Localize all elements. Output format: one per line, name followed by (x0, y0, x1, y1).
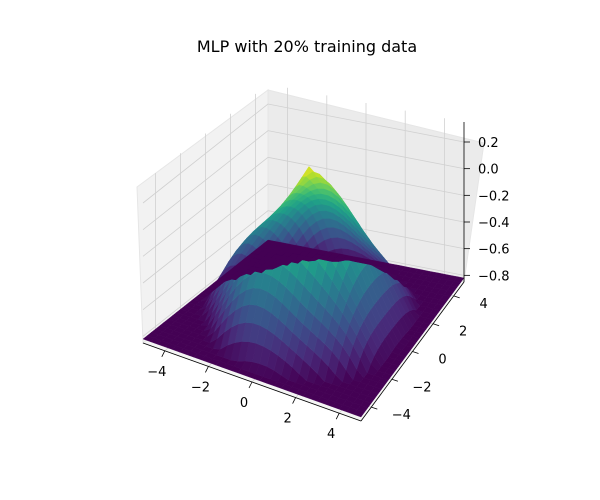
z-gridline (142, 103, 465, 204)
x-tick-label: 2 (283, 412, 291, 427)
x-tick-mark (248, 381, 253, 389)
x-tick-mark (292, 397, 296, 404)
z-tick-label: −0.6 (478, 243, 510, 258)
y-tick-label: −2 (412, 380, 431, 395)
z-gridline (142, 156, 465, 257)
z-tick-label: 0.0 (478, 163, 499, 178)
y-tick-label: 0 (438, 353, 446, 368)
z-tick-label: 0.2 (478, 136, 499, 151)
x-tick-mark (161, 350, 166, 357)
y-tick-mark (453, 295, 460, 299)
y-tick-mark (432, 323, 440, 327)
z-tick-label: −0.2 (478, 189, 510, 204)
x-tick-label: −2 (191, 380, 210, 395)
z-gridline (142, 183, 465, 284)
z-tick-label: −0.8 (478, 269, 510, 284)
x-tick-mark (335, 413, 340, 420)
chart-title: MLP with 20% training data (197, 37, 417, 56)
z-gridline (142, 210, 465, 310)
y-tick-mark (391, 378, 399, 382)
surface-patch (263, 239, 275, 245)
z-tick-label: −0.4 (478, 216, 510, 231)
x-tick-mark (205, 366, 209, 373)
z-gridline (142, 130, 465, 230)
x-tick-label: 4 (327, 427, 335, 442)
y-tick-label: −4 (392, 408, 411, 423)
y-tick-mark (412, 351, 419, 354)
y-tick-mark (371, 406, 378, 410)
y-tick-label: 4 (480, 297, 488, 312)
x-tick-label: −4 (147, 365, 166, 380)
y-tick-label: 2 (459, 325, 467, 340)
surface-mesh (142, 166, 465, 418)
x-tick-label: 0 (240, 396, 248, 411)
